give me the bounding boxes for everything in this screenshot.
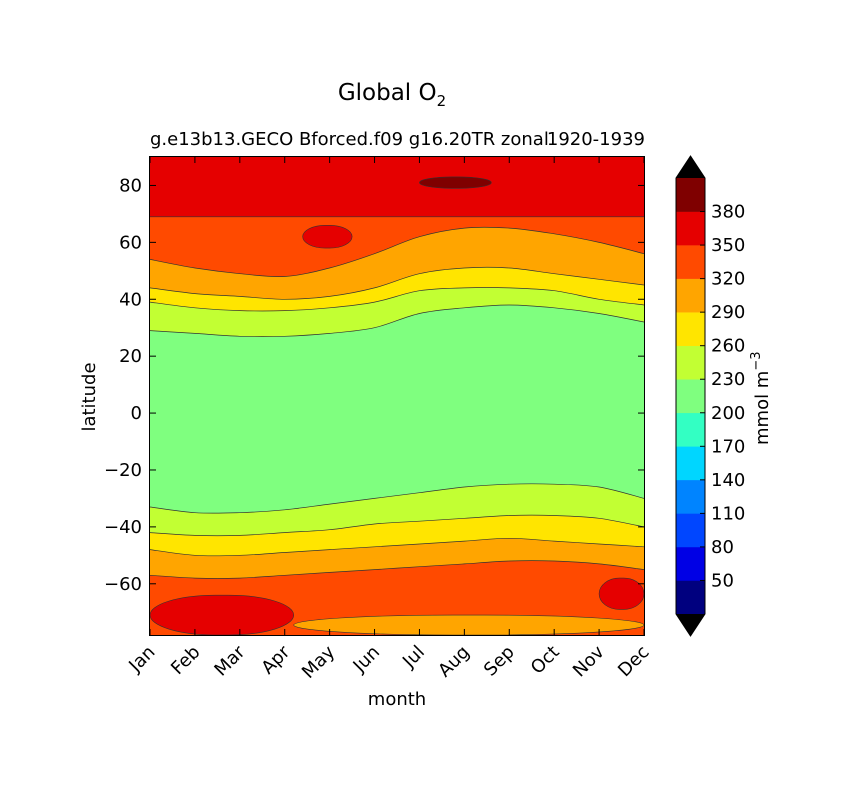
colorbar-segment [676, 278, 705, 313]
y-tick-label: 40 [119, 289, 142, 310]
patch-4 [293, 614, 645, 636]
colorbar-tick-label: 140 [711, 470, 745, 491]
y-tick-label: −20 [104, 460, 142, 481]
y-axis-ticks: 80 60 40 20 0 −20 −40 −60 [104, 175, 644, 595]
colorbar-segment [676, 513, 705, 548]
y-tick-label: 20 [119, 346, 142, 367]
chart-title-subscript: 2 [437, 92, 447, 110]
contour-north_230 [149, 304, 645, 337]
x-tick-label: Feb [167, 642, 204, 679]
patch-2 [149, 594, 295, 636]
contour-south_290 [149, 537, 645, 557]
colorbar-segment [676, 580, 705, 615]
contour-lines [149, 216, 645, 579]
colorbar-segment [676, 446, 705, 481]
y-tick-label: −40 [104, 517, 142, 538]
y-tick-label: 60 [119, 232, 142, 253]
colorbar-tick-label: 50 [711, 570, 734, 591]
patch-0 [419, 176, 492, 189]
patch-1 [302, 224, 353, 249]
colorbar-tick-label: 380 [711, 202, 745, 223]
colorbar-tick-label: 230 [711, 369, 745, 390]
x-tick-label: May [298, 641, 339, 682]
contour-fill [149, 157, 645, 636]
colorbar-segment [676, 546, 705, 581]
colorbar-tick-label: 170 [711, 436, 745, 457]
x-tick-label: Mar [210, 641, 249, 680]
colorbar-segment [676, 312, 705, 346]
x-tick-label: Oct [527, 642, 564, 679]
chart-title: Global O2 [338, 80, 446, 110]
colorbar-tick-label: 110 [711, 503, 745, 524]
colorbar-tick-label: 260 [711, 336, 745, 357]
x-tick-label: Jul [398, 642, 429, 673]
colorbar-tick-label: 290 [711, 302, 745, 323]
colorbar-tick-label: 350 [711, 235, 745, 256]
colorbar-label: mmol m−3 [749, 351, 773, 445]
colorbar-label-superscript: −3 [749, 351, 764, 370]
y-tick-label: 80 [119, 175, 142, 196]
contour-south_230 [149, 483, 645, 514]
x-tick-label: Apr [257, 641, 294, 678]
patch-3 [598, 577, 645, 610]
colorbar: 50 80 110 140 170 200 230 260 290 320 350 380 [675, 155, 745, 637]
y-axis-label: latitude [79, 362, 100, 431]
colorbar-outline [675, 155, 706, 637]
x-axis-label: month [368, 689, 426, 710]
colorbar-segment [676, 345, 705, 380]
x-tick-label: Dec [614, 642, 653, 681]
colorbar-segment [676, 178, 705, 212]
y-tick-label: 0 [131, 403, 142, 424]
chart-subtitle-right: 1920-1939 [547, 129, 645, 150]
chart-subtitle-left: g.e13b13.GECO Bforced.f09 g16.20TR zonal [150, 129, 549, 150]
colorbar-extend-top [676, 156, 705, 178]
contour-north_260 [149, 287, 645, 312]
colorbar-segment [676, 479, 705, 514]
band-north_350 [150, 157, 644, 217]
y-tick-label: −60 [104, 574, 142, 595]
contour-north_320 [149, 226, 645, 278]
contour-south_260 [149, 514, 645, 537]
colorbar-tick-label: 320 [711, 269, 745, 290]
colorbar-segment [676, 245, 705, 279]
colorbar-extend-bottom [676, 614, 705, 636]
colorbar-segment [676, 379, 705, 414]
x-tick-label: Jun [349, 642, 384, 677]
colorbar-segment [676, 211, 705, 246]
x-tick-label: Jan [124, 642, 159, 677]
x-tick-label: Nov [569, 641, 609, 681]
contour-south_320 [149, 560, 645, 579]
colorbar-segment [676, 412, 705, 447]
colorbar-tick-label: 200 [711, 403, 745, 424]
x-tick-label: Aug [434, 642, 474, 682]
x-tick-label: Sep [480, 642, 519, 681]
contour-north_290 [149, 266, 645, 300]
plot-frame [149, 156, 645, 636]
colorbar-tick-label: 80 [711, 537, 734, 558]
